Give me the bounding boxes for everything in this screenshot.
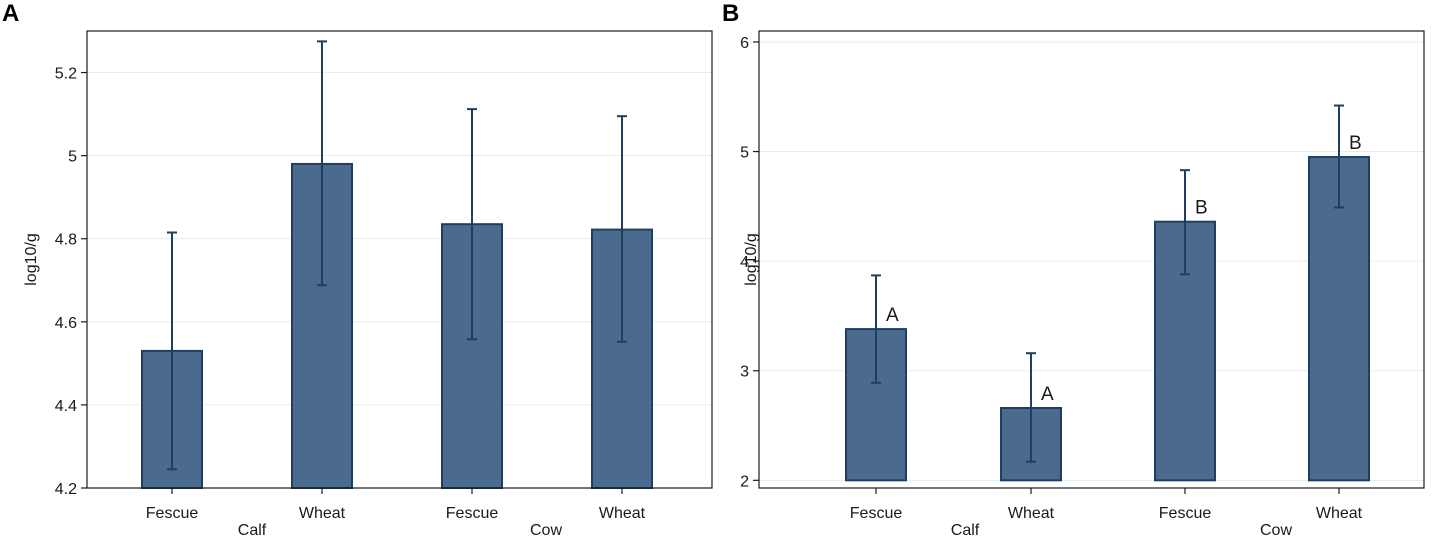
x-tick-label-3: Wheat bbox=[599, 505, 646, 522]
group-label-1: Cow bbox=[530, 522, 562, 539]
x-tick-label-1: Wheat bbox=[299, 505, 346, 522]
panel-letter-a: A bbox=[2, 0, 20, 27]
x-tick-label-2: Fescue bbox=[446, 505, 499, 522]
panel-b-chart: A A B B 2 3 4 5 6 Fescue Wheat Fescue Wheat Calf Cow lo… bbox=[740, 30, 1425, 539]
plot-frame bbox=[758, 30, 1425, 489]
bar-3 bbox=[1308, 156, 1370, 482]
y-axis-title: log10/g bbox=[23, 233, 40, 286]
y-tick-label-0: 2 bbox=[740, 473, 749, 490]
y-axis-title: log10/g bbox=[743, 233, 760, 286]
significance-label-1: A bbox=[1041, 384, 1054, 405]
x-tick-label-2: Fescue bbox=[1159, 505, 1212, 522]
y-tick-label-3: 4.8 bbox=[55, 232, 77, 249]
x-tick-label-0: Fescue bbox=[850, 505, 903, 522]
x-tick-label-1: Wheat bbox=[1008, 505, 1055, 522]
y-tick-label-1: 4.4 bbox=[55, 398, 77, 415]
significance-label-2: B bbox=[1195, 198, 1208, 219]
x-tick-label-0: Fescue bbox=[146, 505, 199, 522]
panel-a-chart: 4.2 4.4 4.6 4.8 5 5.2 Fescue Wheat Fescue Wheat Ca… bbox=[23, 30, 713, 539]
group-label-0: Calf bbox=[951, 522, 980, 539]
significance-label-3: B bbox=[1349, 133, 1362, 154]
y-tick-label-2: 4.6 bbox=[55, 315, 77, 332]
y-tick-label-4: 6 bbox=[740, 35, 749, 52]
y-tick-label-3: 5 bbox=[740, 145, 749, 162]
y-tick-label-4: 5 bbox=[68, 149, 77, 166]
y-tick-label-2: 4 bbox=[740, 254, 749, 271]
plot-frame bbox=[86, 30, 713, 489]
y-tick-label-1: 3 bbox=[740, 364, 749, 381]
significance-label-0: A bbox=[886, 305, 899, 326]
y-tick-label-5: 5.2 bbox=[55, 66, 77, 83]
x-tick-label-3: Wheat bbox=[1316, 505, 1363, 522]
group-label-0: Calf bbox=[238, 522, 267, 539]
panel-letter-b: B bbox=[722, 0, 740, 27]
y-tick-label-0: 4.2 bbox=[55, 481, 77, 498]
group-label-1: Cow bbox=[1260, 522, 1292, 539]
